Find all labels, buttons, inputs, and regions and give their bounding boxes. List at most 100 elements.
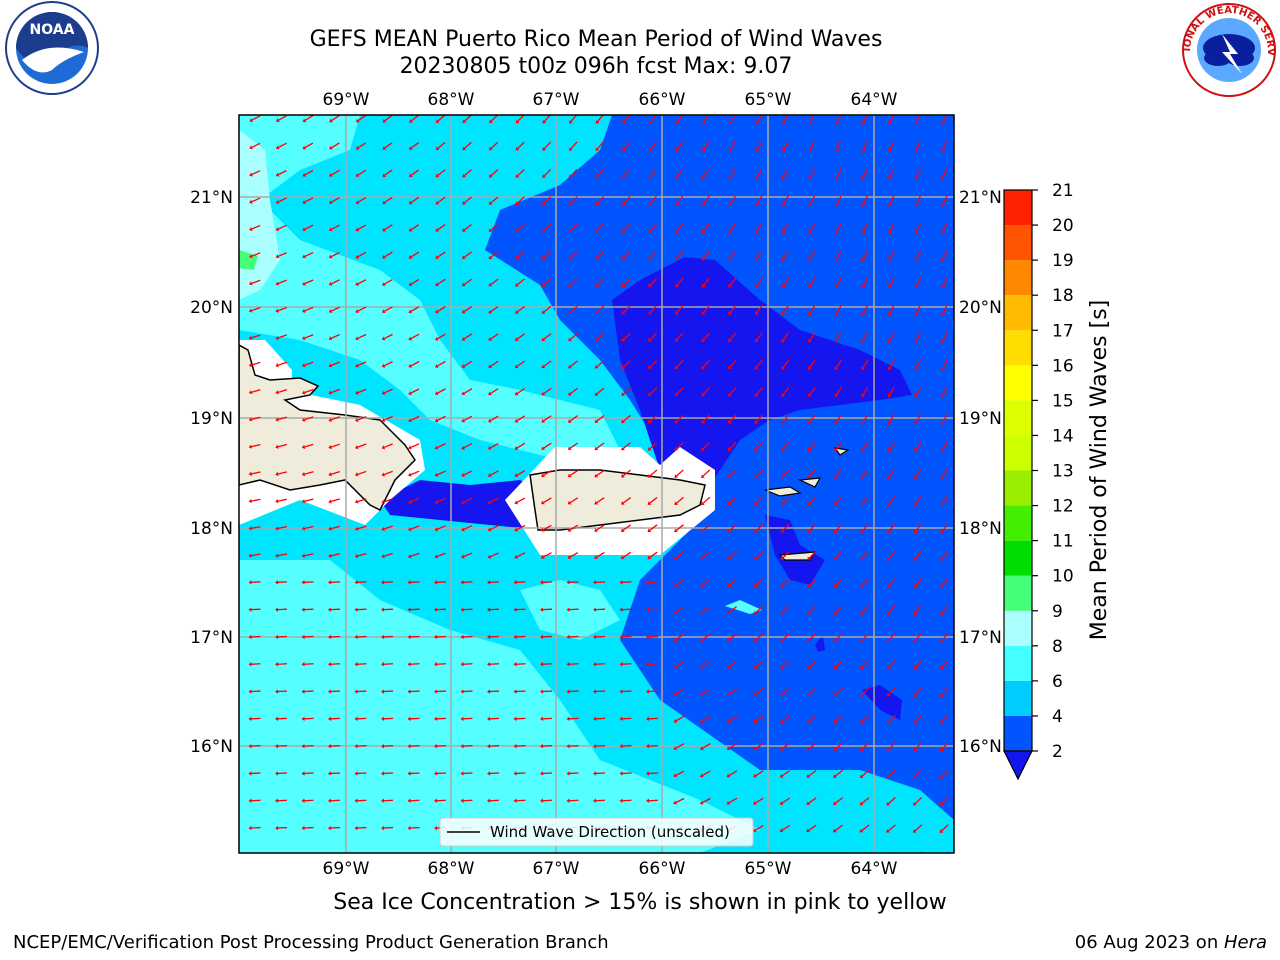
contour-6-8: [820, 790, 954, 853]
wind-arrow: [940, 605, 949, 616]
wind-arrow: [781, 168, 789, 180]
wind-arrow: [302, 224, 314, 232]
wind-arrow: [594, 387, 605, 396]
wind-arrow: [488, 251, 499, 260]
wind-arrow: [861, 277, 869, 289]
wind-arrow: [461, 525, 473, 532]
wind-arrow: [566, 689, 579, 694]
wind-arrow: [914, 168, 921, 180]
wind-arrow: [488, 333, 499, 341]
wind-arrow: [754, 551, 764, 560]
wind-arrow: [487, 442, 499, 450]
wind-arrow: [275, 825, 288, 831]
wind-arrow: [833, 797, 843, 806]
wind-arrow: [940, 687, 949, 698]
wind-arrow: [487, 607, 500, 612]
colorbar-tick-label: 18: [1052, 286, 1074, 306]
wind-arrow: [754, 469, 764, 479]
wind-arrow: [461, 552, 473, 559]
wind-arrow: [515, 278, 525, 287]
wind-arrow: [275, 471, 288, 477]
wind-arrow: [674, 387, 684, 397]
wind-arrow: [621, 250, 631, 260]
wind-arrow: [647, 496, 658, 505]
wind-arrow: [622, 141, 631, 152]
colorbar-tick-label: 13: [1052, 462, 1074, 482]
wind-arrow: [487, 552, 499, 559]
wind-arrow: [355, 306, 367, 314]
wind-arrow: [301, 361, 314, 368]
wind-arrow: [354, 771, 367, 776]
wind-arrow: [701, 414, 711, 424]
wind-arrow: [886, 714, 896, 724]
wind-arrow: [328, 361, 340, 368]
wind-arrow: [593, 743, 606, 749]
wind-arrow: [702, 195, 710, 207]
wind-arrow: [914, 468, 922, 480]
longitude-tick-label: 68°W: [428, 859, 475, 879]
colorbar-tick-label: 21: [1052, 181, 1074, 201]
wind-arrow: [886, 742, 896, 752]
wind-arrow: [834, 441, 843, 452]
colorbar-tick-label: 16: [1052, 356, 1074, 376]
wind-arrow: [700, 660, 711, 669]
wind-arrow: [328, 607, 341, 612]
wind-arrow: [728, 223, 737, 234]
wind-arrow: [913, 742, 923, 752]
wind-arrow: [408, 306, 420, 314]
wind-arrow: [568, 387, 578, 396]
wind-arrow: [407, 525, 420, 532]
wind-arrow: [781, 387, 790, 397]
wind-arrow: [700, 551, 711, 560]
wind-arrow: [727, 441, 737, 451]
wind-arrow: [674, 524, 684, 533]
wind-arrow: [515, 251, 525, 260]
wind-arrow: [861, 168, 868, 180]
wind-arrow: [728, 359, 737, 370]
wind-arrow: [249, 197, 261, 204]
wind-arrow: [408, 333, 420, 341]
wind-arrow: [939, 824, 949, 833]
wind-arrow: [807, 605, 817, 615]
wind-arrow: [754, 359, 763, 370]
wind-arrow: [514, 415, 526, 423]
wind-arrow: [622, 223, 631, 233]
wind-arrow: [328, 197, 340, 205]
date-label: 06 Aug 2023 on Hera: [1075, 932, 1267, 953]
wind-arrow: [753, 797, 764, 805]
wind-direction-legend: Wind Wave Direction (unscaled): [439, 817, 754, 847]
wind-arrow: [381, 443, 393, 450]
wind-arrow: [735, 852, 737, 853]
colorbar-band: [1004, 645, 1032, 681]
wind-arrow: [726, 660, 738, 669]
wind-arrow: [461, 306, 473, 314]
wind-arrow: [301, 825, 314, 831]
colorbar-tick-label: 12: [1052, 497, 1074, 517]
wind-arrow: [275, 853, 287, 857]
colorbar-band: [1004, 680, 1032, 716]
wind-arrow: [622, 196, 631, 206]
wind-arrow: [248, 825, 261, 831]
wind-arrow: [673, 606, 685, 614]
wind-arrow: [515, 141, 525, 151]
wind-arrow: [461, 497, 473, 505]
wind-arrow: [861, 195, 868, 207]
wind-arrow: [619, 716, 632, 722]
contour-6-8: [725, 600, 762, 614]
wind-arrow: [860, 578, 869, 588]
wind-arrow: [834, 386, 843, 398]
wind-arrow: [328, 743, 341, 749]
wind-arrow: [461, 251, 473, 259]
wind-arrow: [435, 115, 446, 123]
wind-arrow: [301, 553, 314, 558]
wind-arrow: [248, 526, 261, 531]
wind-arrow: [249, 224, 261, 231]
wind-arrow: [781, 250, 789, 261]
wind-arrow: [355, 251, 367, 259]
wind-arrow: [646, 853, 658, 857]
wind-arrow: [566, 798, 579, 803]
wind-arrow: [275, 689, 288, 694]
wind-arrow: [541, 278, 552, 287]
wind-arrow: [487, 634, 500, 640]
